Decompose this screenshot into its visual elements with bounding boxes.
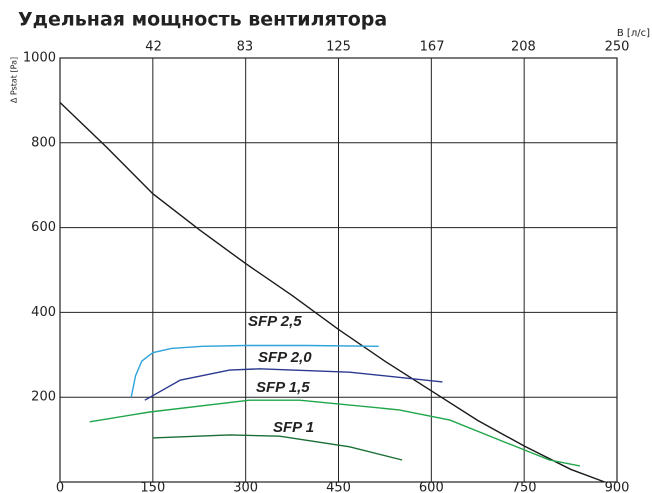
- series-label: SFP 1: [273, 419, 314, 436]
- x-tick-label: 900: [605, 481, 630, 493]
- x2-tick-label: 125: [326, 40, 351, 55]
- series-line: [130, 344, 379, 398]
- y-tick-label: 800: [31, 135, 56, 150]
- series-label: SFP 1,5: [256, 379, 310, 396]
- y-axis-label: Δ Pstat [Pa]: [10, 57, 19, 103]
- x-tick-label: 0: [56, 481, 64, 493]
- y-tick-label: 600: [31, 220, 56, 235]
- series-label: SFP 2,0: [258, 349, 312, 366]
- series-line: [59, 101, 605, 483]
- x2-tick-label: 208: [511, 40, 536, 55]
- series-line: [144, 368, 443, 401]
- x-tick-label: 750: [512, 481, 537, 493]
- series-line: [89, 399, 581, 467]
- y-tick-label: 1000: [23, 51, 56, 66]
- series-label: SFP 2,5: [248, 313, 302, 330]
- x2-axis-label: В [л/с]: [617, 28, 650, 39]
- x2-tick-label: 83: [237, 40, 254, 55]
- x2-tick-label: 167: [420, 40, 445, 55]
- chart-title: Удельная мощность вентилятора: [18, 9, 387, 31]
- x-tick-label: 150: [140, 481, 165, 493]
- series-line: [152, 434, 403, 461]
- x2-tick-label: 250: [605, 40, 630, 55]
- x-tick-label: 450: [326, 481, 351, 493]
- x2-tick-label: 42: [145, 40, 162, 55]
- x-tick-label: 300: [233, 481, 258, 493]
- y-tick-label: 400: [31, 305, 56, 320]
- x-tick-label: 600: [419, 481, 444, 493]
- y-tick-label: 200: [31, 390, 56, 405]
